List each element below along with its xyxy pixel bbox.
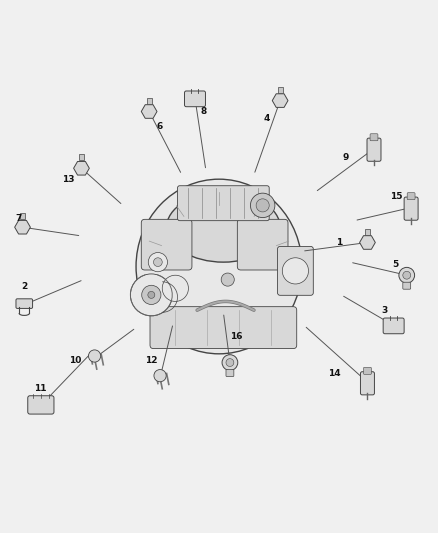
FancyBboxPatch shape [28, 395, 54, 414]
Text: 4: 4 [264, 114, 270, 123]
Text: 3: 3 [382, 305, 388, 314]
Circle shape [221, 273, 234, 286]
Circle shape [162, 275, 188, 302]
Circle shape [148, 253, 167, 272]
FancyBboxPatch shape [404, 197, 418, 220]
FancyBboxPatch shape [237, 220, 288, 270]
Circle shape [251, 193, 275, 217]
FancyBboxPatch shape [177, 185, 269, 221]
Polygon shape [74, 161, 89, 175]
Text: 16: 16 [230, 332, 243, 341]
Circle shape [153, 258, 162, 266]
Circle shape [256, 199, 269, 212]
FancyBboxPatch shape [150, 306, 297, 349]
Polygon shape [14, 221, 30, 234]
Circle shape [154, 369, 166, 382]
Circle shape [148, 292, 155, 298]
Text: 12: 12 [145, 356, 158, 365]
FancyBboxPatch shape [403, 282, 411, 289]
Text: 10: 10 [69, 356, 81, 365]
Circle shape [226, 359, 234, 367]
Text: 9: 9 [343, 153, 349, 162]
FancyBboxPatch shape [16, 299, 32, 309]
FancyBboxPatch shape [364, 367, 371, 374]
Polygon shape [272, 94, 288, 107]
Circle shape [283, 258, 308, 284]
Text: 7: 7 [15, 214, 21, 223]
Circle shape [142, 285, 161, 304]
FancyBboxPatch shape [184, 91, 205, 107]
Circle shape [88, 350, 101, 362]
FancyBboxPatch shape [141, 220, 192, 270]
Ellipse shape [136, 179, 302, 354]
Text: 1: 1 [336, 238, 342, 247]
Circle shape [403, 271, 411, 279]
FancyBboxPatch shape [147, 98, 152, 103]
FancyBboxPatch shape [365, 229, 370, 235]
Circle shape [399, 268, 415, 283]
Text: 8: 8 [201, 107, 207, 116]
Text: 5: 5 [393, 260, 399, 269]
Text: 6: 6 [157, 122, 163, 131]
Text: 13: 13 [62, 175, 74, 184]
FancyBboxPatch shape [79, 154, 84, 160]
Ellipse shape [166, 192, 280, 262]
Polygon shape [141, 104, 157, 118]
FancyBboxPatch shape [278, 87, 283, 93]
FancyBboxPatch shape [367, 138, 381, 161]
FancyBboxPatch shape [278, 246, 313, 295]
FancyBboxPatch shape [360, 372, 374, 395]
Text: 2: 2 [21, 281, 28, 290]
FancyBboxPatch shape [407, 193, 415, 200]
Text: 15: 15 [389, 192, 402, 201]
FancyBboxPatch shape [370, 134, 378, 141]
FancyBboxPatch shape [226, 369, 234, 376]
Circle shape [131, 274, 172, 316]
FancyBboxPatch shape [20, 213, 25, 220]
Text: 14: 14 [328, 369, 341, 378]
Polygon shape [360, 236, 375, 249]
Text: 11: 11 [34, 384, 46, 393]
Circle shape [222, 354, 238, 370]
FancyBboxPatch shape [383, 318, 404, 334]
